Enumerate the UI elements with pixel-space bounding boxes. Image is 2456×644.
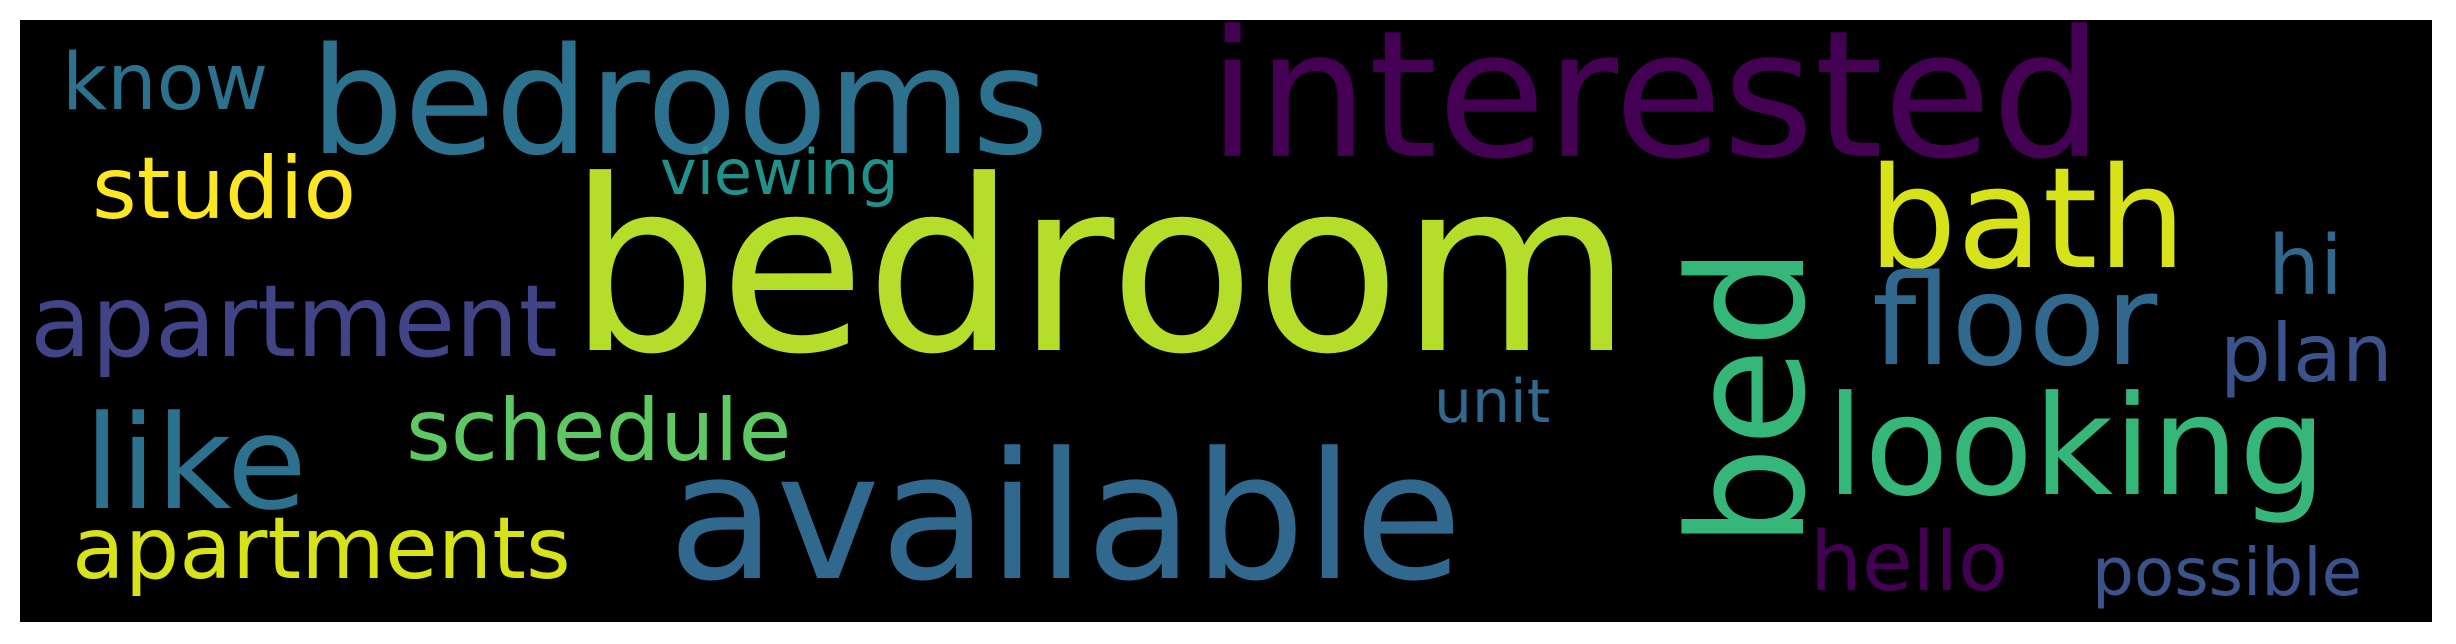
word-hi: hi: [2268, 219, 2343, 314]
word-apartment: apartment: [30, 263, 558, 380]
word-bath: bath: [1868, 138, 2187, 301]
word-know: know: [62, 38, 269, 128]
word-plan: plan: [2220, 307, 2393, 400]
word-bedrooms: bedrooms: [310, 20, 1049, 188]
word-viewing: viewing: [660, 136, 899, 209]
word-hello: hello: [1810, 515, 2009, 610]
word-looking: looking: [1826, 366, 2327, 527]
word-bed: bed: [1654, 246, 1841, 548]
word-possible: possible: [2092, 534, 2363, 611]
word-floor: floor: [1872, 247, 2158, 394]
word-bedroom: bedroom: [568, 130, 1633, 407]
word-unit: unit: [1434, 367, 1551, 437]
word-apartments: apartments: [72, 499, 571, 599]
word-schedule: schedule: [406, 381, 792, 481]
word-like: like: [84, 387, 307, 539]
word-cloud-panel: bedroom interested available bedrooms be…: [20, 20, 2432, 622]
word-interested: interested: [1208, 20, 2104, 198]
word-available: available: [668, 415, 1463, 620]
word-studio: studio: [92, 139, 357, 239]
